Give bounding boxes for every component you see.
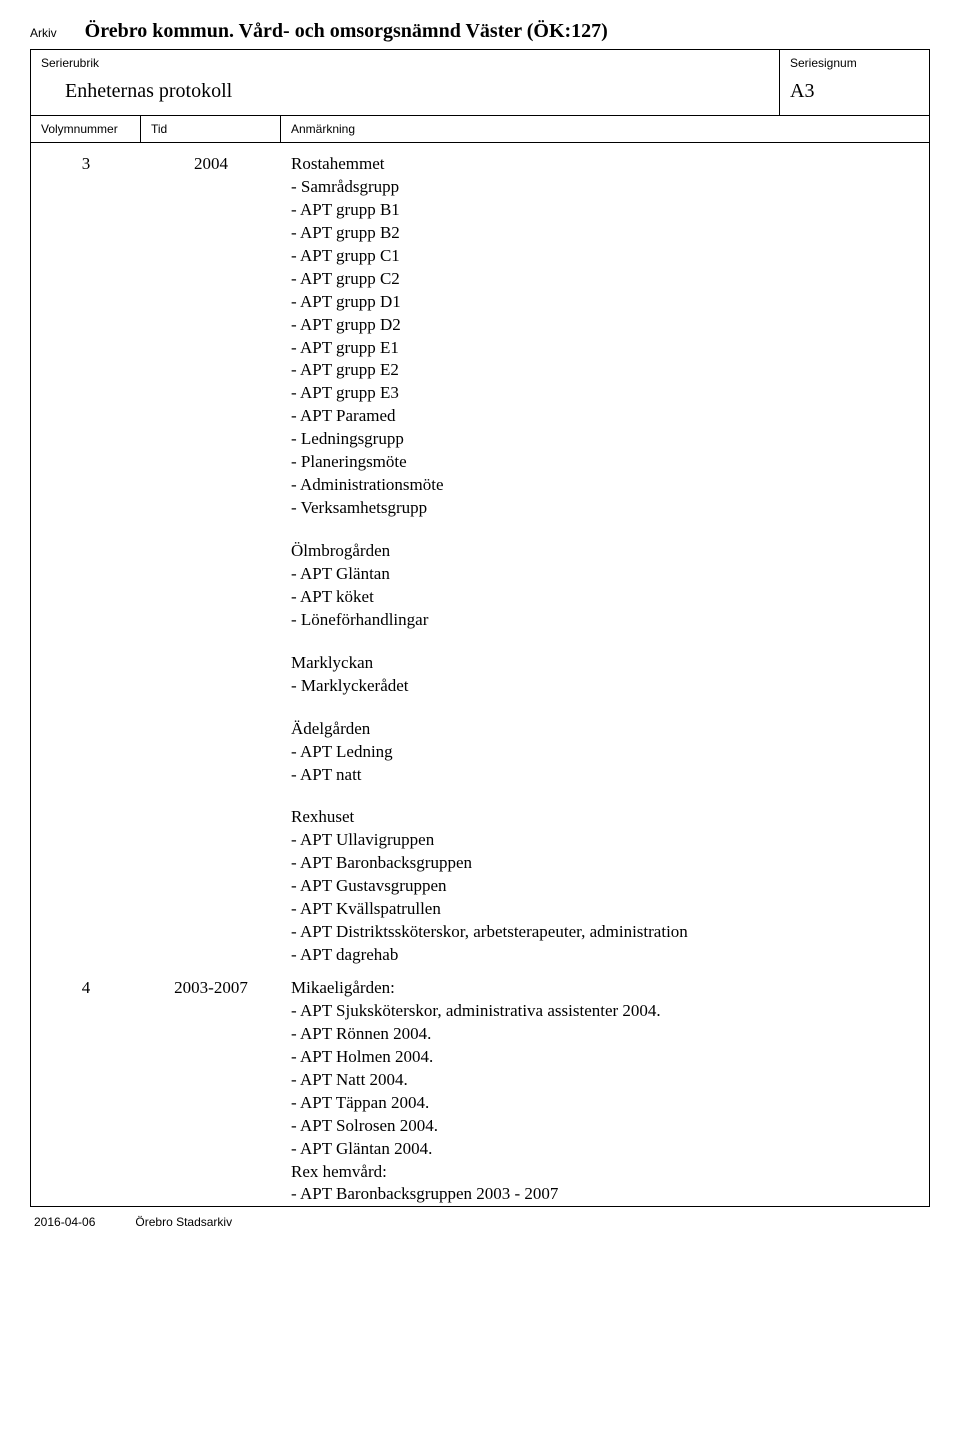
table-row: 42003-2007Mikaeligården:- APT Sjuksköter… <box>31 967 929 1206</box>
seriesignum-label: Seriesignum <box>790 56 919 70</box>
record-box: Serierubrik Enheternas protokoll Seriesi… <box>30 49 930 1207</box>
series-title: Enheternas protokoll <box>41 80 769 103</box>
col-header-anmarkning: Anmärkning <box>281 116 929 142</box>
block-item: - APT natt <box>291 764 919 787</box>
block-item: - APT grupp E2 <box>291 359 919 382</box>
block-item: - Administrationsmöte <box>291 474 919 497</box>
block-item: - APT grupp B2 <box>291 222 919 245</box>
archive-title: Örebro kommun. Vård- och omsorgsnämnd Vä… <box>85 20 608 43</box>
footer-date: 2016-04-06 <box>34 1215 95 1229</box>
block-item: - APT Sjuksköterskor, administrativa ass… <box>291 1000 919 1023</box>
block-title: Ädelgården <box>291 718 919 741</box>
header-right: Seriesignum A3 <box>779 50 929 115</box>
table-row: 32004Rostahemmet- Samrådsgrupp- APT grup… <box>31 143 929 967</box>
block-item: - Verksamhetsgrupp <box>291 497 919 520</box>
block-title: Rexhuset <box>291 806 919 829</box>
block-item: - APT Rönnen 2004. <box>291 1023 919 1046</box>
block-item: - APT Gustavsgruppen <box>291 875 919 898</box>
top-line: Arkiv Örebro kommun. Vård- och omsorgsnä… <box>30 20 930 43</box>
block-item: - APT grupp E1 <box>291 337 919 360</box>
cell-anmarkning: Mikaeligården:- APT Sjuksköterskor, admi… <box>281 967 929 1206</box>
cell-tid: 2003-2007 <box>141 967 281 1206</box>
block-item: - APT Ledning <box>291 741 919 764</box>
block-item: - APT Gläntan 2004. <box>291 1138 919 1161</box>
serierubrik-label: Serierubrik <box>41 56 769 70</box>
cell-anmarkning: Rostahemmet- Samrådsgrupp- APT grupp B1-… <box>281 143 929 967</box>
block-item: - APT Täppan 2004. <box>291 1092 919 1115</box>
columns-header: Volymnummer Tid Anmärkning <box>31 116 929 143</box>
cell-volymnummer: 4 <box>31 967 141 1206</box>
col-header-volymnummer: Volymnummer <box>31 116 141 142</box>
block-item: - APT dagrehab <box>291 944 919 967</box>
block-title: Rostahemmet <box>291 153 919 176</box>
header-row: Serierubrik Enheternas protokoll Seriesi… <box>31 50 929 116</box>
block-item: - APT grupp C1 <box>291 245 919 268</box>
cell-volymnummer: 3 <box>31 143 141 967</box>
block-item: - APT Paramed <box>291 405 919 428</box>
content-block: Marklyckan- Marklyckerådet <box>291 652 919 698</box>
page-footer: 2016-04-06 Örebro Stadsarkiv <box>30 1215 930 1229</box>
block-item: - APT köket <box>291 586 919 609</box>
block-item: - APT Solrosen 2004. <box>291 1115 919 1138</box>
content-block: Mikaeligården:- APT Sjuksköterskor, admi… <box>291 977 919 1206</box>
series-signum: A3 <box>790 80 919 103</box>
block-title: Ölmbrogården <box>291 540 919 563</box>
block-item: - APT Holmen 2004. <box>291 1046 919 1069</box>
block-item: - Löneförhandlingar <box>291 609 919 632</box>
block-item: Rex hemvård: <box>291 1161 919 1184</box>
block-item: - APT Ullavigruppen <box>291 829 919 852</box>
block-item: - APT Baronbacksgruppen <box>291 852 919 875</box>
block-item: - APT grupp D2 <box>291 314 919 337</box>
block-item: - APT grupp B1 <box>291 199 919 222</box>
rows-container: 32004Rostahemmet- Samrådsgrupp- APT grup… <box>31 143 929 1206</box>
col-header-tid: Tid <box>141 116 281 142</box>
block-item: - Ledningsgrupp <box>291 428 919 451</box>
block-item: - APT grupp C2 <box>291 268 919 291</box>
content-block: Ölmbrogården- APT Gläntan- APT köket- Lö… <box>291 540 919 632</box>
cell-tid: 2004 <box>141 143 281 967</box>
block-title: Mikaeligården: <box>291 977 919 1000</box>
header-left: Serierubrik Enheternas protokoll <box>31 50 779 115</box>
block-item: - APT grupp D1 <box>291 291 919 314</box>
block-item: - Marklyckerådet <box>291 675 919 698</box>
block-item: - Planeringsmöte <box>291 451 919 474</box>
block-item: - APT Kvällspatrullen <box>291 898 919 921</box>
footer-source: Örebro Stadsarkiv <box>135 1215 232 1229</box>
block-title: Marklyckan <box>291 652 919 675</box>
content-block: Ädelgården- APT Ledning- APT natt <box>291 718 919 787</box>
block-item: - APT grupp E3 <box>291 382 919 405</box>
block-item: - Samrådsgrupp <box>291 176 919 199</box>
block-item: - APT Baronbacksgruppen 2003 - 2007 <box>291 1183 919 1206</box>
arkiv-label: Arkiv <box>30 26 57 40</box>
block-item: - APT Distriktssköterskor, arbetsterapeu… <box>291 921 919 944</box>
content-block: Rexhuset- APT Ullavigruppen- APT Baronba… <box>291 806 919 967</box>
block-item: - APT Gläntan <box>291 563 919 586</box>
content-block: Rostahemmet- Samrådsgrupp- APT grupp B1-… <box>291 153 919 520</box>
block-item: - APT Natt 2004. <box>291 1069 919 1092</box>
